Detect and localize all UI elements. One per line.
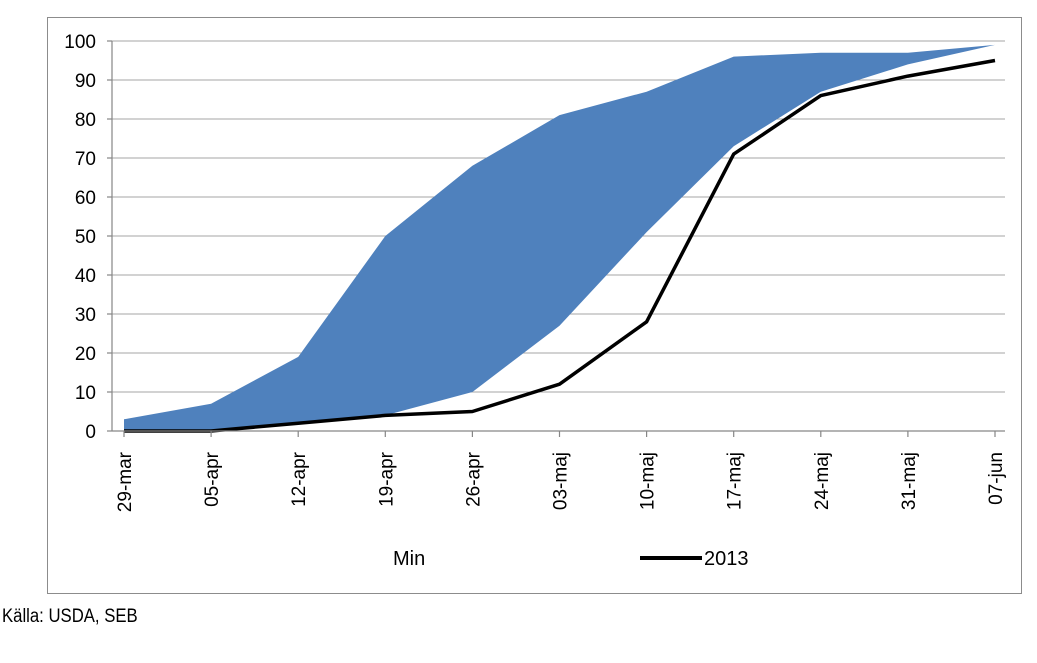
y-tick-label: 100 [64, 32, 96, 53]
range-band-area [124, 44, 995, 432]
y-tick-label: 20 [75, 344, 96, 365]
y-tick-label: 90 [75, 71, 96, 92]
legend-label-2013: 2013 [704, 548, 749, 570]
x-tick-label: 17-maj [725, 452, 746, 510]
x-tick-label: 07-jun [986, 452, 1007, 505]
y-tick-label: 30 [75, 305, 96, 326]
x-tick-label: 10-maj [638, 452, 659, 510]
x-tick-label: 12-apr [289, 451, 310, 507]
y-tick-label: 80 [75, 110, 96, 131]
legend: Min 2013 [393, 548, 749, 570]
x-tick-label: 03-maj [551, 452, 572, 510]
y-tick-labels: 0 10 20 30 40 50 60 70 80 90 100 [64, 32, 96, 443]
x-tick-label: 05-apr [202, 451, 223, 507]
x-tick-label: 24-maj [812, 452, 833, 510]
legend-label-min: Min [393, 548, 425, 570]
x-tick-label: 31-maj [899, 452, 920, 510]
source-note: Källa: USDA, SEB [2, 606, 138, 627]
y-tick-label: 10 [75, 383, 96, 404]
series-2013 [124, 58, 996, 433]
x-tick-label: 29-mar [115, 451, 136, 512]
range-band [124, 44, 995, 432]
y-tick-label: 60 [75, 188, 96, 209]
y-tick-label: 0 [85, 422, 96, 443]
series-2013-line [124, 58, 996, 433]
y-tick-label: 70 [75, 149, 96, 170]
y-tick-label: 40 [75, 266, 96, 287]
x-tick-label: 19-apr [376, 451, 397, 507]
y-tick-label: 50 [75, 227, 96, 248]
x-tick-labels: 29-mar 05-apr 12-apr 19-apr 26-apr 03-maj 10-m… [115, 451, 1007, 512]
chart: 0 10 20 30 40 50 60 70 80 90 100 29-mar 05-apr 12-ap… [64, 32, 1007, 570]
axes [107, 40, 1005, 437]
x-tick-label: 26-apr [463, 451, 484, 507]
